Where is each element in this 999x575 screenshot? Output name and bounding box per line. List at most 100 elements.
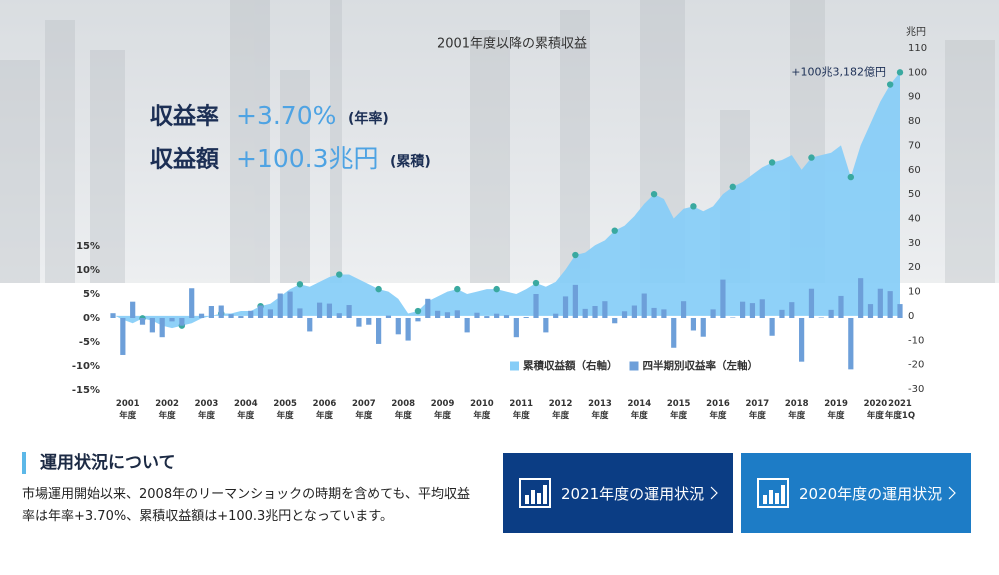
bar xyxy=(356,318,362,327)
bar xyxy=(562,296,569,318)
bar xyxy=(179,318,185,326)
y2-tick-label: 40 xyxy=(908,214,921,225)
bar xyxy=(572,284,578,318)
y2-tick-label: 60 xyxy=(908,165,921,176)
bar xyxy=(307,318,313,332)
x-tick-label: 2001 年度 xyxy=(116,399,140,421)
bar xyxy=(641,293,647,318)
bar xyxy=(789,302,795,318)
x-tick-label: 2013 年度 xyxy=(588,399,612,421)
summary: 収益率 +3.70% (年率) 収益額 +100.3兆円 (累積) xyxy=(150,101,431,173)
year-end-marker xyxy=(886,81,894,88)
bar xyxy=(297,308,303,318)
y2-tick-label: 90 xyxy=(908,92,921,103)
report-button[interactable]: 2021年度の運用状況 xyxy=(503,453,733,533)
x-tick-label: 2009 年度 xyxy=(431,399,455,421)
bar xyxy=(621,311,628,318)
year-end-marker xyxy=(650,190,658,198)
x-tick-label: 2005 年度 xyxy=(273,399,297,421)
bar xyxy=(602,301,608,318)
bar xyxy=(149,318,155,333)
bar xyxy=(769,318,775,336)
year-end-marker xyxy=(572,251,579,259)
x-tick-label: 2011 年度 xyxy=(509,399,533,421)
bar xyxy=(218,305,224,318)
bar xyxy=(120,318,126,355)
year-end-marker xyxy=(493,285,500,293)
button-label: 2021年度の運用状況 xyxy=(561,484,705,503)
bar xyxy=(395,318,401,335)
bar xyxy=(346,305,352,318)
bar xyxy=(503,315,510,318)
y-tick-label: -5% xyxy=(79,337,100,348)
summary-note: (累積) xyxy=(390,153,431,170)
legend-label: 四半期別収益率（左軸） xyxy=(643,359,759,372)
bar xyxy=(631,305,637,318)
x-tick-label: 2006 年度 xyxy=(313,399,337,421)
bar xyxy=(848,318,854,370)
city-silhouette xyxy=(0,0,995,283)
bar xyxy=(484,316,490,318)
report-button[interactable]: 2020年度の運用状況 xyxy=(741,453,971,533)
bar xyxy=(228,314,234,318)
y-tick-label: 0% xyxy=(83,313,100,324)
bar xyxy=(887,291,893,318)
chart: 2001年度以降の累積収益 兆円 収益率 +3.70% (年率) 収益額 +10… xyxy=(0,0,999,421)
bar xyxy=(169,318,175,322)
x-tick-label: 2021 年度1Q xyxy=(885,399,915,421)
bar xyxy=(316,302,323,318)
bar xyxy=(248,310,254,318)
bar xyxy=(336,313,342,318)
y-tick-label: 15% xyxy=(76,241,100,252)
bar xyxy=(612,318,618,324)
x-tick-label: 2008 年度 xyxy=(391,399,415,421)
y2-tick-label: 30 xyxy=(908,238,921,249)
year-end-marker xyxy=(611,227,618,234)
bar xyxy=(435,310,441,318)
bar xyxy=(543,318,549,333)
bar xyxy=(257,305,264,318)
bar xyxy=(513,318,519,338)
y-tick-label: -15% xyxy=(72,385,100,396)
bar xyxy=(740,301,746,318)
chart-icon xyxy=(757,478,789,508)
summary-value: +3.70% xyxy=(236,101,336,130)
x-tick-label: 2018 年度 xyxy=(785,399,809,421)
bar xyxy=(376,318,382,344)
year-end-marker xyxy=(729,183,736,191)
bar xyxy=(651,307,657,318)
bar xyxy=(553,313,559,318)
bar xyxy=(208,306,214,318)
y2-tick-label: -30 xyxy=(908,384,924,395)
annotation: +100兆3,182億円 xyxy=(791,65,886,78)
x-tick-label: 2015 年度 xyxy=(667,399,691,421)
chart-title: 2001年度以降の累積収益 xyxy=(437,36,587,52)
y-tick-label: -10% xyxy=(72,361,100,372)
year-end-marker xyxy=(808,154,815,161)
x-tick-label: 2007 年度 xyxy=(352,399,376,421)
section-title: 運用状況について xyxy=(22,452,176,474)
bar xyxy=(877,288,883,318)
bar xyxy=(189,288,195,318)
bar xyxy=(808,288,815,318)
summary-value: +100.3兆円 xyxy=(236,144,379,173)
bar xyxy=(700,318,706,337)
bar xyxy=(759,299,765,318)
bar xyxy=(720,279,726,318)
year-end-marker xyxy=(896,69,904,76)
y2-tick-label: -20 xyxy=(908,360,924,371)
bar xyxy=(366,318,372,325)
bar xyxy=(425,298,431,318)
bar xyxy=(710,309,716,318)
bar xyxy=(464,318,470,333)
y2-tick-label: -10 xyxy=(908,335,924,346)
legend-label: 累積収益額（右軸） xyxy=(523,359,618,372)
bar xyxy=(838,295,844,318)
x-tick-label: 2016 年度 xyxy=(706,399,730,421)
x-tick-label: 2014 年度 xyxy=(627,399,651,421)
bar xyxy=(779,309,785,318)
bar xyxy=(858,278,864,318)
bar xyxy=(444,312,451,318)
x-tick-label: 2017 年度 xyxy=(746,399,770,421)
bar xyxy=(523,317,529,318)
